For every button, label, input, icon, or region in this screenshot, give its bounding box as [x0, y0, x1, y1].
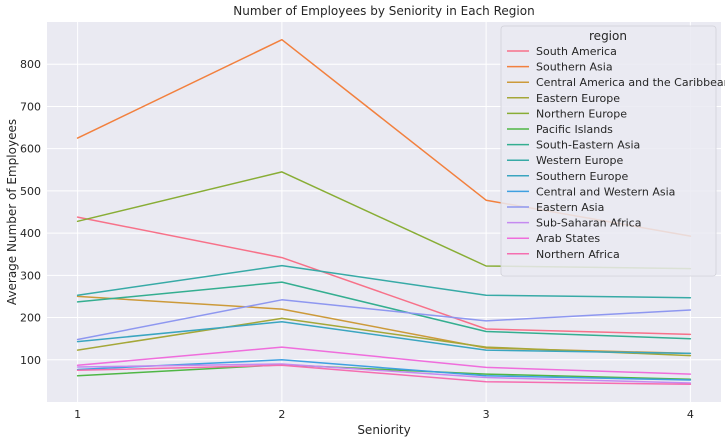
legend-box — [500, 25, 717, 277]
series-line — [76, 321, 692, 355]
legend-label: Northern Africa — [536, 248, 620, 261]
legend-label: Pacific Islands — [536, 123, 613, 136]
legend-label: Southern Asia — [536, 61, 613, 74]
series-line — [76, 346, 692, 375]
legend-label: Northern Europe — [536, 107, 627, 120]
legend-label: Southern Europe — [536, 170, 628, 183]
y-axis-title: Average Number of Employees — [5, 119, 19, 305]
series-line — [76, 264, 692, 299]
y-tick-label: 100 — [20, 354, 41, 367]
legend-label: Sub-Saharan Africa — [536, 217, 641, 230]
legend-title: region — [589, 29, 627, 43]
legend-label: Eastern Asia — [536, 201, 604, 214]
x-tick-labels: 1 2 3 4 — [74, 408, 694, 421]
legend: region South America Southern Asia Central… — [500, 25, 725, 277]
x-tick-label: 3 — [483, 408, 490, 421]
y-tick-label: 800 — [20, 58, 41, 71]
series-line — [76, 299, 692, 341]
legend-label: Central and Western Asia — [536, 185, 675, 198]
x-axis-title: Seniority — [357, 423, 410, 437]
series-line — [76, 363, 692, 384]
series-line — [76, 359, 692, 381]
chart-title: Number of Employees by Seniority in Each… — [233, 4, 534, 18]
y-tick-label: 300 — [20, 269, 41, 282]
legend-label: Eastern Europe — [536, 92, 620, 105]
x-tick-label: 1 — [74, 408, 81, 421]
y-tick-label: 500 — [20, 185, 41, 198]
legend-label: South-Eastern Asia — [536, 139, 640, 152]
y-tick-label: 200 — [20, 312, 41, 325]
y-tick-label: 400 — [20, 227, 41, 240]
series-line — [76, 216, 692, 336]
y-tick-labels: 100 200 300 400 500 600 700 800 — [20, 58, 41, 367]
legend-label: Arab States — [536, 232, 600, 245]
legend-items: South America Southern Asia Central Americ… — [507, 45, 725, 261]
series-line — [76, 364, 692, 386]
y-tick-label: 700 — [20, 100, 41, 113]
x-tick-label: 2 — [278, 408, 285, 421]
series-line — [76, 364, 692, 380]
y-tick-label: 600 — [20, 143, 41, 156]
legend-label: Western Europe — [536, 154, 624, 167]
x-tick-label: 4 — [687, 408, 694, 421]
legend-label: Central America and the Caribbean — [536, 76, 725, 89]
legend-label: South America — [536, 45, 617, 58]
series-line — [76, 281, 692, 340]
